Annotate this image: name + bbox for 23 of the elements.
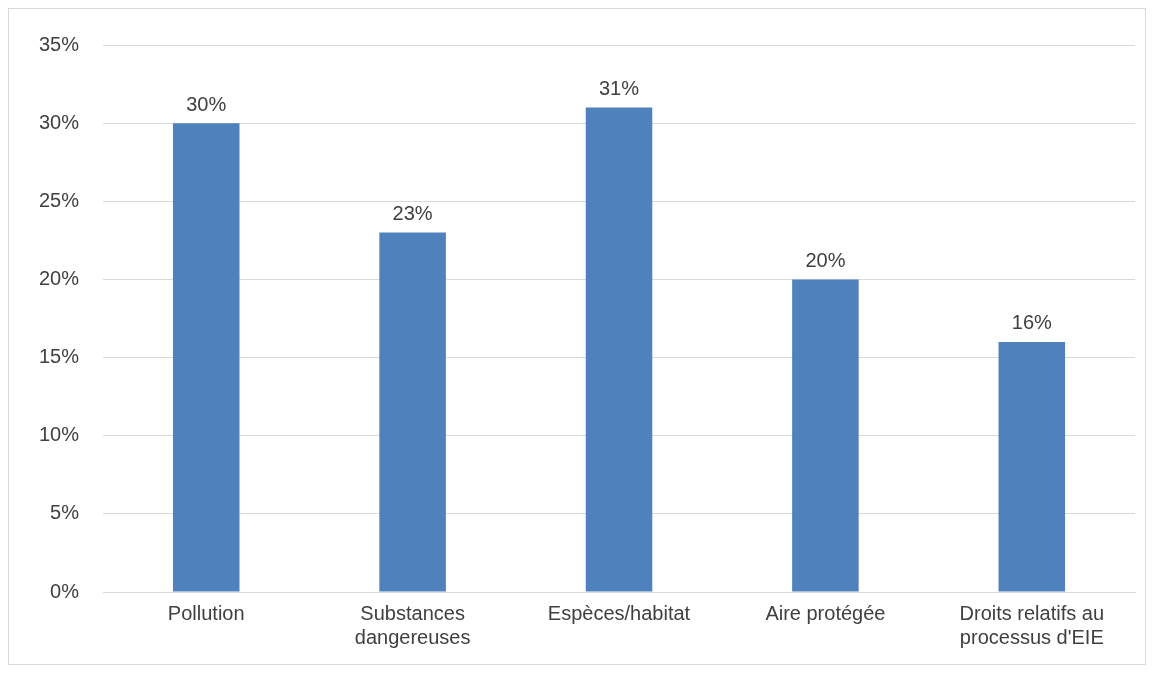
bar bbox=[172, 123, 240, 592]
y-tick-label: 15% bbox=[39, 345, 80, 368]
x-tick-label: Aire protégée bbox=[765, 601, 886, 624]
x-tick-label: Pollution bbox=[167, 601, 245, 624]
y-tick-label: 25% bbox=[39, 188, 80, 211]
y-tick-label: 35% bbox=[39, 32, 80, 55]
x-tick-label: Droits relatifs au processus d'EIE bbox=[959, 601, 1105, 648]
data-label: 20% bbox=[805, 248, 846, 271]
bar bbox=[998, 341, 1066, 592]
x-tick-label: Espèces/habitat bbox=[547, 601, 691, 624]
data-label: 16% bbox=[1011, 311, 1053, 334]
data-label: 23% bbox=[392, 202, 433, 225]
y-tick-label: 20% bbox=[39, 266, 80, 289]
x-tick-label: Substances dangereuses bbox=[354, 601, 471, 648]
data-label: 30% bbox=[186, 92, 227, 115]
bar bbox=[792, 279, 859, 592]
y-tick-label: 5% bbox=[50, 501, 80, 524]
y-tick-label: 10% bbox=[39, 423, 80, 446]
bar bbox=[585, 107, 653, 592]
bar bbox=[379, 232, 446, 592]
y-tick-label: 30% bbox=[39, 110, 80, 133]
y-tick-label: 0% bbox=[50, 579, 80, 602]
data-label: 31% bbox=[599, 77, 640, 100]
